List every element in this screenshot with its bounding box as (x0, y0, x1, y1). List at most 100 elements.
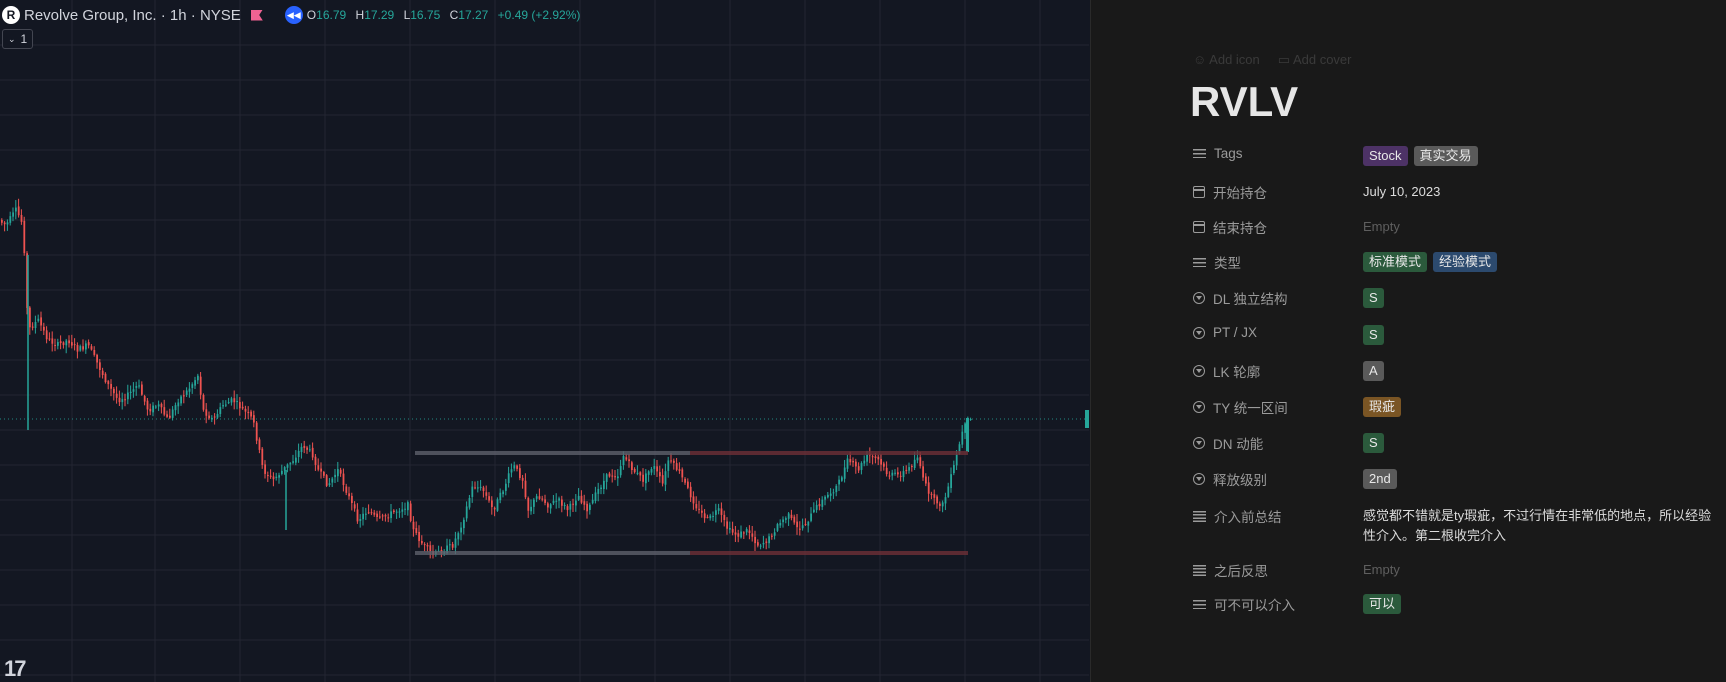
property-row[interactable]: 开始持仓 July 10, 2023 (1193, 182, 1713, 202)
candle-body (362, 513, 364, 520)
property-name[interactable]: 介入前总结 (1193, 506, 1363, 526)
property-value[interactable]: Stock 真实交易 (1363, 146, 1713, 166)
property-value[interactable]: 2nd (1363, 469, 1713, 489)
property-row[interactable]: TY 统一区间 瑕疵 (1193, 397, 1713, 417)
candle-body (297, 450, 300, 457)
property-value[interactable]: S (1363, 433, 1713, 453)
property-name[interactable]: 结束持仓 (1193, 217, 1363, 237)
property-label: 结束持仓 (1213, 221, 1267, 236)
tag-chip[interactable]: 瑕疵 (1363, 397, 1402, 417)
candle-body (401, 509, 404, 512)
property-row[interactable]: 类型 标准模式 经验模式 (1193, 252, 1713, 272)
property-row[interactable]: LK 轮廓 A (1193, 361, 1713, 381)
tag-chip[interactable]: 2nd (1363, 469, 1397, 489)
property-name[interactable]: Tags (1193, 146, 1363, 161)
property-row[interactable]: 介入前总结 感觉都不错就是ty瑕疵，不过行情在非常低的地点，所以经验性介入。第二根… (1193, 506, 1713, 546)
tag-chip[interactable]: S (1363, 325, 1384, 345)
property-value[interactable]: 标准模式 经验模式 (1363, 252, 1713, 272)
property-row[interactable]: DL 独立结构 S (1193, 288, 1713, 308)
tag-chip[interactable]: 标准模式 (1363, 252, 1428, 272)
property-name[interactable]: LK 轮廓 (1193, 361, 1363, 381)
candle-body (379, 516, 381, 518)
tag-chip[interactable]: 可以 (1363, 594, 1402, 614)
property-row[interactable]: PT / JX S (1193, 325, 1713, 345)
candle-body (426, 545, 429, 547)
property-name[interactable]: DN 动能 (1193, 433, 1363, 453)
property-name[interactable]: 开始持仓 (1193, 182, 1363, 202)
property-value[interactable]: 瑕疵 (1363, 397, 1713, 417)
property-row[interactable]: 之后反思 Empty (1193, 560, 1713, 580)
add-cover-button[interactable]: ▭ Add cover (1277, 52, 1352, 67)
property-name[interactable]: PT / JX (1193, 325, 1363, 340)
interval-label[interactable]: 1h (169, 6, 187, 24)
tag-chip[interactable]: S (1363, 288, 1384, 308)
candle-body (541, 498, 544, 500)
company-name[interactable]: Revolve Group, Inc. (24, 6, 157, 24)
candle-body (801, 525, 804, 529)
candle-body (76, 345, 79, 352)
candle-body (726, 521, 728, 529)
property-row[interactable]: 释放级别 2nd (1193, 469, 1713, 489)
property-value[interactable]: A (1363, 361, 1713, 381)
tag-chip[interactable]: 真实交易 (1413, 146, 1478, 166)
candle-body (521, 477, 524, 481)
property-name[interactable]: DL 独立结构 (1193, 288, 1363, 308)
tag-chip[interactable]: A (1363, 361, 1384, 381)
candle-body (874, 456, 877, 459)
candle-body (857, 466, 860, 471)
candle-body (513, 465, 516, 469)
tag-chip[interactable]: S (1363, 433, 1384, 453)
candle-body (468, 498, 471, 508)
property-name[interactable]: TY 统一区间 (1193, 397, 1363, 417)
candle-body (751, 533, 754, 537)
candle-body (678, 469, 681, 471)
candle-body (527, 497, 530, 511)
candle-body (423, 544, 426, 546)
property-value[interactable]: S (1363, 288, 1713, 308)
candle-body (149, 408, 152, 412)
select-icon (1193, 401, 1205, 413)
candle-body (572, 503, 574, 505)
candle-body (457, 533, 460, 540)
property-row[interactable]: 结束持仓 Empty (1193, 217, 1713, 237)
replay-icon[interactable]: ◀◀ (284, 6, 303, 24)
add-icon-button[interactable]: ☺ Add icon (1193, 52, 1260, 67)
property-value[interactable]: Empty (1363, 560, 1713, 580)
property-value[interactable]: 可以 (1363, 594, 1713, 614)
indicator-collapse-button[interactable]: ⌄ 1 (2, 29, 34, 49)
candle-body (171, 409, 174, 418)
flag-icon[interactable] (250, 9, 263, 21)
property-name[interactable]: 类型 (1193, 252, 1363, 272)
candle-body (289, 463, 292, 465)
candle-body (12, 212, 14, 217)
page-actions: ☺ Add icon ▭ Add cover (1193, 52, 1352, 68)
page-title[interactable]: RVLV (1190, 78, 1299, 125)
tag-chip[interactable]: 经验模式 (1433, 252, 1498, 272)
candle-body (860, 463, 863, 470)
tradingview-logo[interactable]: 17 (4, 656, 27, 681)
property-value[interactable]: S (1363, 325, 1713, 345)
property-name[interactable]: 之后反思 (1193, 560, 1363, 580)
candle-body (925, 476, 927, 484)
price-chart[interactable] (0, 0, 1089, 682)
candle-body (253, 415, 255, 423)
candle-body (729, 527, 731, 530)
candle-body (759, 545, 762, 547)
tag-chip[interactable]: Stock (1363, 146, 1408, 166)
candle-body (689, 486, 692, 498)
candle-body (846, 458, 849, 469)
candle-body (384, 515, 387, 517)
candle-body (211, 417, 213, 420)
chart-pane[interactable]: R Revolve Group, Inc. · 1h · NYSE ◀◀ O16… (0, 0, 1089, 682)
property-name[interactable]: 释放级别 (1193, 469, 1363, 489)
property-row[interactable]: 可不可以介入 可以 (1193, 594, 1713, 614)
candle-body (303, 445, 306, 448)
property-value[interactable]: Empty (1363, 217, 1713, 237)
property-row[interactable]: DN 动能 S (1193, 433, 1713, 453)
property-value[interactable]: July 10, 2023 (1363, 182, 1713, 202)
candle-body (96, 354, 98, 363)
property-value[interactable]: 感觉都不错就是ty瑕疵，不过行情在非常低的地点，所以经验性介入。第二根收完介入 (1363, 506, 1713, 546)
candle-body (306, 447, 308, 450)
property-name[interactable]: 可不可以介入 (1193, 594, 1363, 614)
property-row[interactable]: Tags Stock 真实交易 (1193, 146, 1713, 166)
